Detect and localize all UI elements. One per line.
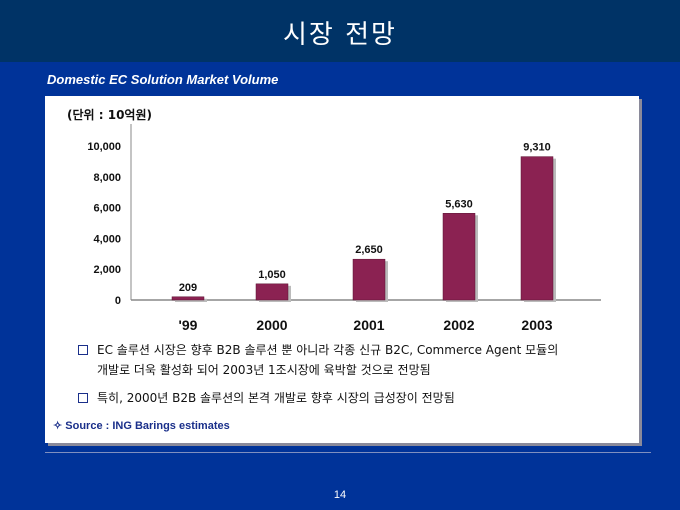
bar-shadow — [175, 298, 207, 302]
x-tick-label: 2001 — [353, 317, 384, 333]
bar-chart: 0 2,000 4,000 6,000 8,000 10,000 209 '99 1,050 20… — [87, 124, 601, 333]
bullet-icon — [78, 345, 88, 355]
y-tick-label: 2,000 — [93, 264, 121, 276]
page-number: 14 — [333, 489, 347, 501]
source-note: ✧ Source : ING Barings estimates — [53, 420, 230, 432]
bullet-1-line-2: 개발로 더욱 활성화 되어 2003년 1조시장에 육박할 것으로 전망됨 — [97, 363, 431, 377]
y-tick-label: 10,000 — [87, 141, 121, 153]
bullet-1-line-1: EC 솔루션 시장은 향후 B2B 솔루션 뿐 아니라 각종 신규 B2C, C… — [97, 343, 559, 357]
divider — [45, 452, 651, 453]
content-panel: (단위 : 10억원) 0 2,000 4,000 6,000 8,000 10,000 2… — [45, 96, 639, 443]
bullet-icon — [78, 393, 88, 403]
y-tick-label: 8,000 — [93, 172, 121, 184]
data-label: 1,050 — [258, 269, 286, 281]
bullet-2-line-1: 특히, 2000년 B2B 솔루션의 본격 개발로 향후 시장의 급성장이 전망… — [97, 391, 455, 405]
title-bar — [0, 0, 680, 62]
y-tick-label: 4,000 — [93, 233, 121, 245]
data-label: 209 — [179, 282, 197, 294]
bar — [171, 296, 205, 301]
data-label: 2,650 — [355, 244, 383, 256]
x-tick-label: 2003 — [521, 317, 552, 333]
x-tick-label: 2000 — [256, 317, 287, 333]
unit-label: (단위 : 10억원) — [67, 108, 152, 122]
data-label: 9,310 — [523, 142, 551, 154]
bar — [352, 258, 386, 301]
slide-title: 시장 전망 — [283, 20, 397, 50]
bar — [255, 283, 289, 301]
x-tick-label: 2002 — [443, 317, 474, 333]
x-tick-label: '99 — [179, 317, 198, 333]
y-tick-label: 6,000 — [93, 203, 121, 215]
chart-subtitle: Domestic EC Solution Market Volume — [47, 72, 279, 87]
data-label: 5,630 — [445, 198, 473, 210]
bar — [442, 213, 476, 301]
bar — [520, 156, 554, 301]
y-tick-label: 0 — [115, 295, 121, 307]
